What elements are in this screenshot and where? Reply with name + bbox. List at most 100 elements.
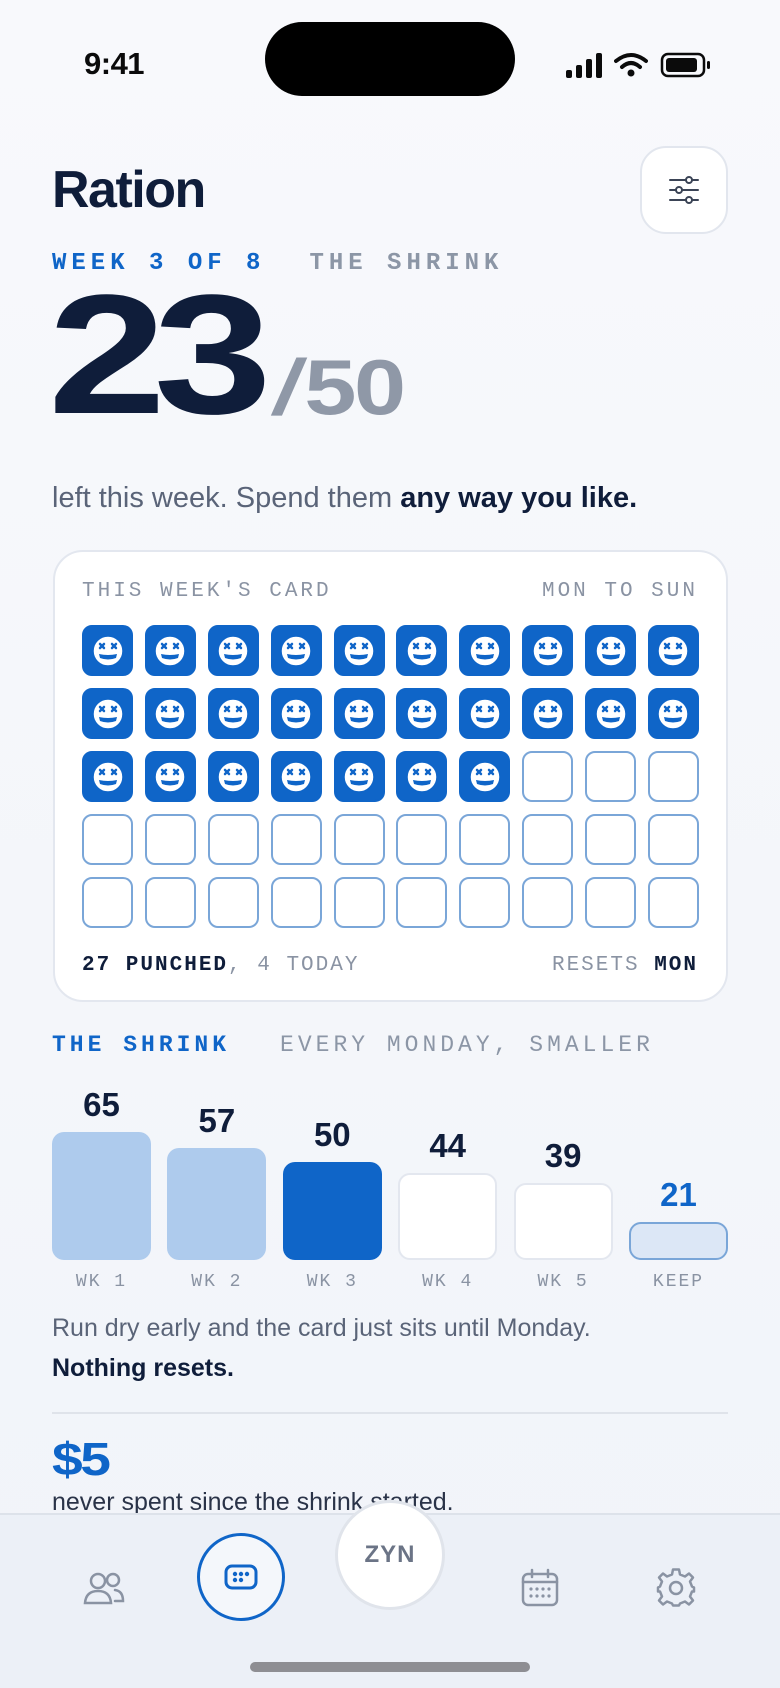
punched-slot [333,625,385,676]
empty-slot [207,877,259,928]
card-range: MON TO SUN [541,580,698,603]
dizzy-face-icon [280,760,312,793]
empty-slot [144,877,196,928]
punched-slot [207,625,259,676]
shrink-bar-label: WK 5 [537,1272,589,1292]
filter-button[interactable] [640,146,728,234]
dizzy-face-icon [657,634,690,667]
punched-slot [270,751,322,802]
today-count: 4 TODAY [257,954,360,977]
remaining-count: 23 [48,260,272,450]
divider [52,1412,728,1414]
shrink-bar-label: KEEP [652,1272,705,1292]
shrink-bar-label: WK 1 [75,1272,128,1292]
shrink-bar [282,1161,382,1260]
card-footer-count: 27 PUNCHED, 4 TODAY [82,954,359,977]
dizzy-face-icon [406,697,438,730]
empty-slot [585,877,636,928]
zyn-log-button[interactable]: ZYN [335,1500,445,1610]
shrink-bar-value: 21 [660,1176,697,1213]
calendar-icon [521,1568,559,1607]
punched-slot [144,625,196,676]
empty-slot [585,814,636,865]
week-label: WEEK 3 OF 8 [52,250,266,277]
dizzy-face-icon [594,697,627,730]
empty-slot [333,814,385,865]
tab-people[interactable] [64,1548,144,1628]
week-indicator: WEEK 3 OF 8 THE SHRINK [52,250,503,277]
punched-slot [459,688,511,739]
shrink-bar-value: 57 [198,1101,236,1139]
subtitle-bold: any way you like. [400,482,638,514]
phase-label: THE SHRINK [309,250,504,277]
wifi-icon [614,53,648,77]
empty-slot [207,814,259,865]
empty-slot [522,751,574,802]
punched-slot [144,688,196,739]
tab-settings[interactable] [636,1548,716,1628]
empty-slot [522,877,574,928]
subtitle-text: left this week. Spend them [52,482,401,514]
cellular-signal-icon [566,52,602,78]
card-footer-reset: RESETS MON [552,954,698,977]
punched-slot [333,751,385,802]
punched-slot [82,751,133,802]
shrink-bar-value: 50 [313,1115,351,1153]
dizzy-face-icon [469,760,501,793]
dizzy-face-icon [280,634,312,667]
punched-slot [333,688,385,739]
shrink-bar-label: WK 3 [306,1272,358,1292]
punched-slot [585,625,636,676]
shrink-bar [52,1132,151,1260]
empty-slot [396,877,448,928]
punched-slot [144,751,196,802]
punched-slot [82,688,133,739]
tab-calendar[interactable] [500,1548,580,1628]
empty-slot [82,877,133,928]
punch-row [82,625,699,676]
note-text: Run dry early and the card just sits unt… [52,1314,591,1342]
punched-slot [207,751,259,802]
total-slash: / [266,343,309,431]
empty-slot [333,877,385,928]
shrink-bar [629,1222,728,1260]
dizzy-face-icon [469,697,501,730]
punch-row [82,814,699,865]
card-title: THIS WEEK'S CARD [82,580,332,603]
punch-row [82,688,699,739]
home-indicator [250,1662,530,1672]
reset-note: Run dry early and the card just sits unt… [52,1308,728,1388]
punched-slot [207,688,259,739]
empty-slot [82,814,133,865]
total-value: 50 [304,343,406,431]
tab-card[interactable] [197,1533,285,1621]
punch-row [82,751,699,802]
punch-row [82,877,699,928]
empty-slot [459,877,511,928]
card-icon [224,1564,258,1590]
shrink-bar-value: 65 [83,1086,120,1123]
dizzy-face-icon [280,697,312,730]
empty-slot [647,751,699,802]
punch-grid [82,625,699,940]
dizzy-face-icon [217,697,249,730]
punched-slot [459,625,511,676]
empty-slot [459,814,511,865]
dizzy-face-icon [217,760,249,793]
shrink-bar [167,1147,267,1260]
weekly-total: / 50 [267,343,406,431]
dizzy-face-icon [657,697,690,730]
dizzy-face-icon [154,697,187,730]
dizzy-face-icon [406,760,438,793]
punched-slot [396,688,448,739]
empty-slot [270,877,322,928]
battery-icon [660,52,710,78]
shrink-title: THE SHRINK [52,1032,231,1058]
punched-slot [459,751,511,802]
dizzy-face-icon [91,760,124,793]
empty-slot [585,751,636,802]
dizzy-face-icon [406,634,438,667]
empty-slot [396,814,448,865]
dizzy-face-icon [594,634,627,667]
empty-slot [647,877,699,928]
